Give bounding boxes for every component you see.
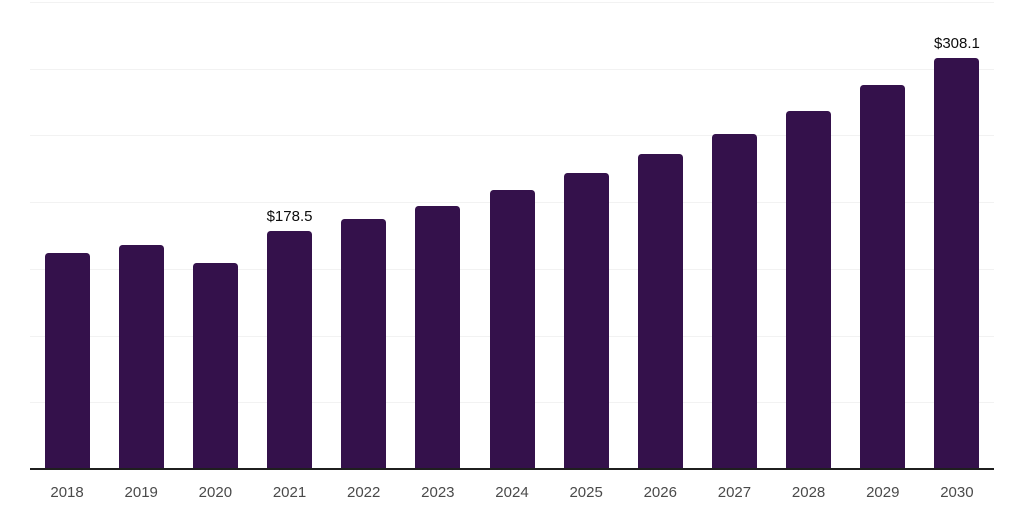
bar-2027 bbox=[711, 133, 757, 469]
bar-2028 bbox=[786, 110, 832, 469]
x-tick-2029: 2029 bbox=[866, 484, 900, 501]
gridline-300 bbox=[30, 68, 994, 70]
bar-2021 bbox=[267, 230, 313, 469]
x-tick-2020: 2020 bbox=[198, 484, 233, 501]
x-tick-2024: 2024 bbox=[495, 484, 529, 501]
bar-2024 bbox=[489, 190, 535, 469]
x-axis-line bbox=[30, 467, 994, 470]
bar-2022 bbox=[341, 219, 387, 469]
x-tick-2022: 2022 bbox=[346, 484, 381, 501]
x-tick-2030: 2030 bbox=[940, 484, 974, 501]
gridline-250 bbox=[30, 135, 994, 137]
x-tick-2019: 2019 bbox=[124, 484, 158, 501]
x-tick-2023: 2023 bbox=[421, 484, 455, 501]
gridline-350 bbox=[30, 2, 994, 3]
x-tick-2027: 2027 bbox=[717, 484, 752, 501]
x-tick-2018: 2018 bbox=[50, 484, 84, 501]
bar-value-label-2030: $308.1 bbox=[933, 35, 980, 53]
x-tick-2025: 2025 bbox=[569, 484, 603, 501]
bar-2023 bbox=[415, 206, 461, 469]
bar-2026 bbox=[637, 154, 683, 469]
bar-2030 bbox=[934, 57, 980, 469]
bar-2018 bbox=[44, 253, 90, 469]
bar-value-label-2021: $178.5 bbox=[266, 208, 313, 226]
x-tick-2026: 2026 bbox=[643, 484, 677, 501]
bar-2029 bbox=[860, 84, 906, 469]
x-tick-2028: 2028 bbox=[791, 484, 826, 501]
bar-2025 bbox=[563, 172, 609, 469]
x-tick-2021: 2021 bbox=[272, 484, 307, 501]
bar-2019 bbox=[118, 244, 164, 469]
bar-2020 bbox=[192, 263, 238, 469]
